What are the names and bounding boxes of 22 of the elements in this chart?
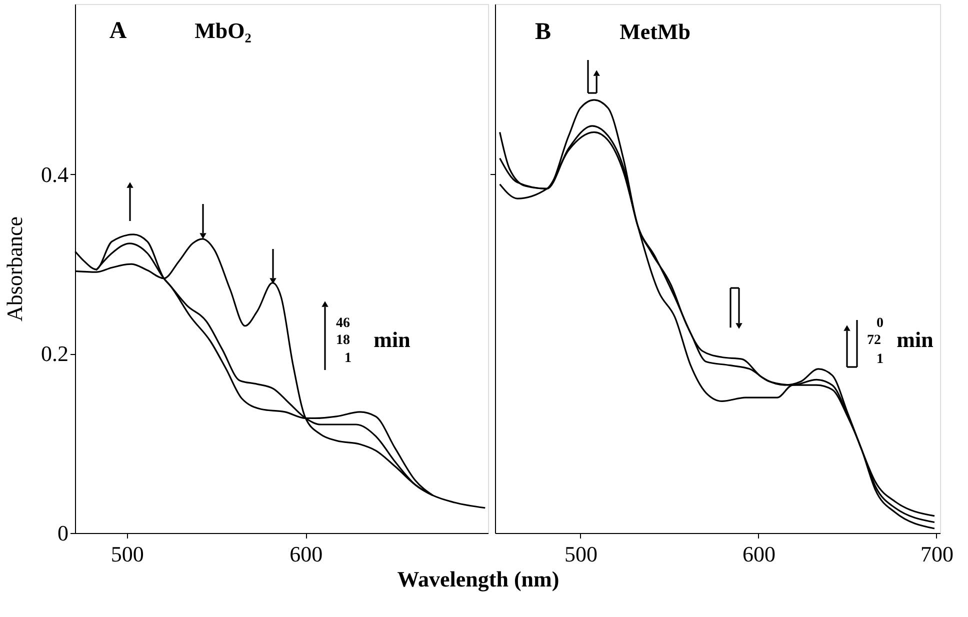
annotation: 46 [336,316,350,331]
annotation: 0 [876,316,884,331]
x-tick-label: 700 [920,542,954,566]
y-axis-title: Absorbance [2,216,27,322]
annotation: 1 [876,352,884,367]
y-tick-label: 0.2 [41,341,68,366]
annotation: B [534,19,552,45]
annotation: min [374,327,410,352]
y-tick-label: 0.4 [41,162,68,187]
x-tick-label: 500 [564,542,598,566]
x-tick-label: 600 [290,542,323,566]
annotation: min [896,327,934,352]
x-tick-label: 600 [742,542,776,566]
x-axis-title: Wavelength (nm) [397,566,560,592]
annotation: A [109,18,128,44]
annotation: 72 [867,333,881,348]
annotation: 18 [336,333,350,348]
x-tick-label: 500 [110,542,144,566]
annotation: 1 [344,351,352,366]
y-tick-label: 0 [58,520,68,546]
annotation: MbO₂ [194,18,252,43]
annotation: MetMb [620,19,690,44]
